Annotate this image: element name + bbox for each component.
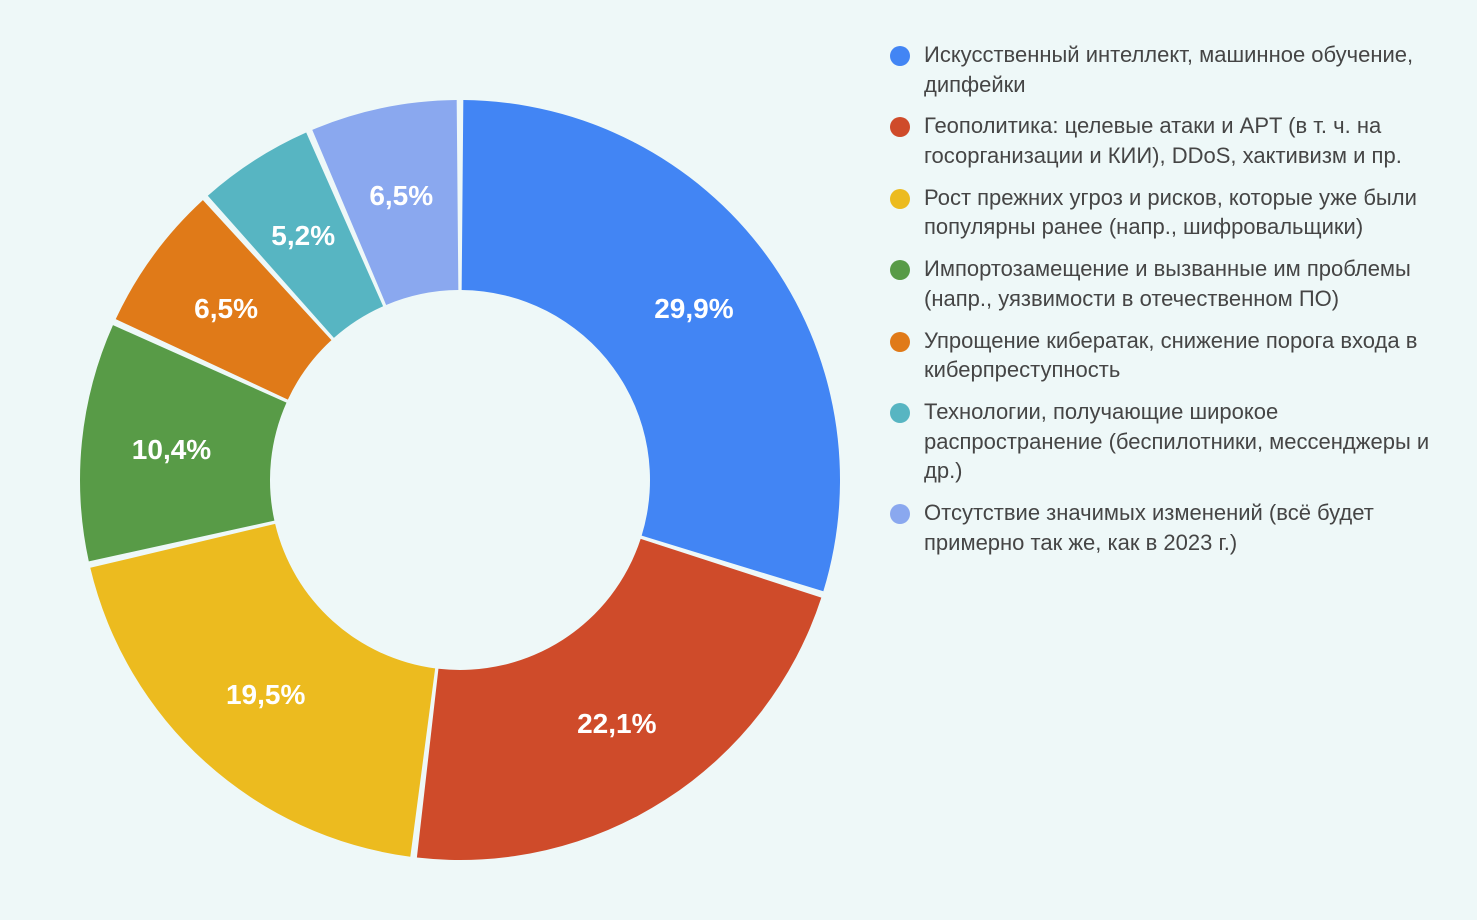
legend-item: Искусственный интеллект, машинное обучен… — [890, 40, 1447, 99]
chart-container: 29,9% 22,1% 19,5% 10,4% 6,5% 5,2% 6,5% Искусст… — [0, 0, 1477, 917]
legend-text: Технологии, получающие широкое распростр… — [924, 397, 1447, 486]
slice-label: 6,5% — [369, 180, 433, 212]
legend: Искусственный интеллект, машинное обучен… — [870, 20, 1447, 569]
legend-text: Отсутствие значимых изменений (всё будет… — [924, 498, 1447, 557]
legend-item: Упрощение кибератак, снижение порога вхо… — [890, 326, 1447, 385]
legend-swatch — [890, 332, 910, 352]
slice-label: 22,1% — [577, 708, 656, 740]
legend-item: Технологии, получающие широкое распростр… — [890, 397, 1447, 486]
legend-text: Геополитика: целевые атаки и APT (в т. ч… — [924, 111, 1447, 170]
donut-slice — [462, 100, 840, 591]
legend-item: Отсутствие значимых изменений (всё будет… — [890, 498, 1447, 557]
legend-swatch — [890, 189, 910, 209]
legend-swatch — [890, 403, 910, 423]
legend-swatch — [890, 504, 910, 524]
donut-chart: 29,9% 22,1% 19,5% 10,4% 6,5% 5,2% 6,5% — [30, 20, 870, 897]
donut-slice — [417, 539, 821, 860]
legend-swatch — [890, 46, 910, 66]
legend-item: Рост прежних угроз и рисков, которые уже… — [890, 183, 1447, 242]
donut-svg — [50, 40, 870, 920]
legend-text: Упрощение кибератак, снижение порога вхо… — [924, 326, 1447, 385]
slice-label: 29,9% — [654, 293, 733, 325]
legend-swatch — [890, 117, 910, 137]
legend-item: Импортозамещение и вызванные им проблемы… — [890, 254, 1447, 313]
legend-text: Искусственный интеллект, машинное обучен… — [924, 40, 1447, 99]
slice-label: 19,5% — [226, 679, 305, 711]
legend-item: Геополитика: целевые атаки и APT (в т. ч… — [890, 111, 1447, 170]
slice-label: 5,2% — [271, 220, 335, 252]
slice-label: 10,4% — [132, 434, 211, 466]
legend-text: Импортозамещение и вызванные им проблемы… — [924, 254, 1447, 313]
slice-label: 6,5% — [194, 293, 258, 325]
legend-text: Рост прежних угроз и рисков, которые уже… — [924, 183, 1447, 242]
legend-swatch — [890, 260, 910, 280]
